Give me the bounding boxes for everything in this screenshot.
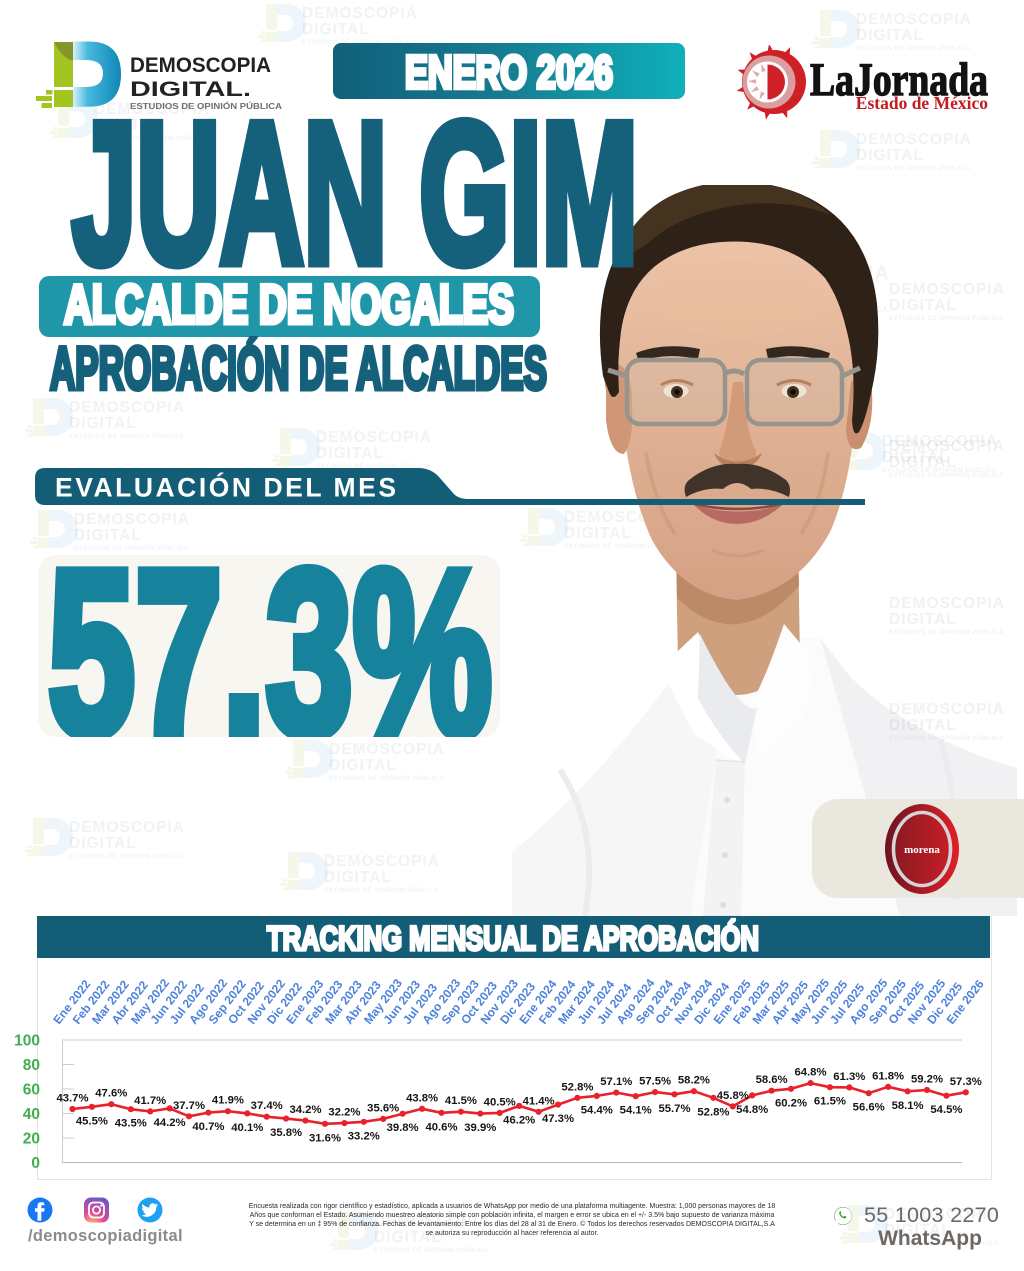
svg-text:Encuesta realizada con rigor c: Encuesta realizada con rigor científico … <box>249 1203 776 1210</box>
svg-text:59.2%: 59.2% <box>911 1074 943 1086</box>
svg-text:37.7%: 37.7% <box>173 1100 205 1112</box>
svg-text:60: 60 <box>23 1082 40 1099</box>
svg-text:WhatsApp: WhatsApp <box>878 1227 982 1250</box>
svg-text:41.4%: 41.4% <box>523 1095 555 1107</box>
svg-text:39.9%: 39.9% <box>464 1122 496 1134</box>
svg-text:58.2%: 58.2% <box>678 1075 710 1087</box>
svg-text:57.3%: 57.3% <box>48 555 492 737</box>
svg-text:35.6%: 35.6% <box>367 1102 399 1114</box>
svg-text:40.7%: 40.7% <box>192 1121 224 1133</box>
svg-text:40.5%: 40.5% <box>484 1096 516 1108</box>
svg-text:57.1%: 57.1% <box>600 1076 632 1088</box>
svg-text:64.8%: 64.8% <box>794 1067 826 1079</box>
svg-text:57.5%: 57.5% <box>639 1076 671 1088</box>
svg-text:52.8%: 52.8% <box>561 1081 593 1093</box>
svg-text:54.5%: 54.5% <box>930 1104 962 1116</box>
svg-text:35.8%: 35.8% <box>270 1127 302 1139</box>
svg-text:80: 80 <box>23 1057 40 1074</box>
svg-text:34.2%: 34.2% <box>289 1104 321 1116</box>
svg-text:61.3%: 61.3% <box>833 1071 865 1083</box>
svg-text:47.3%: 47.3% <box>542 1113 574 1125</box>
svg-text:57.3%: 57.3% <box>950 1076 982 1088</box>
svg-text:JUAN GIM: JUAN GIM <box>72 82 638 300</box>
svg-text:41.9%: 41.9% <box>212 1095 244 1107</box>
svg-text:0: 0 <box>31 1155 40 1172</box>
svg-text:DIGITAL.: DIGITAL. <box>130 77 251 101</box>
svg-text:/demoscopiadigital: /demoscopiadigital <box>28 1227 183 1245</box>
svg-text:58.1%: 58.1% <box>892 1100 924 1112</box>
svg-text:54.4%: 54.4% <box>581 1104 613 1116</box>
svg-text:55.7%: 55.7% <box>658 1103 690 1115</box>
svg-text:55 1003 2270: 55 1003 2270 <box>864 1203 999 1227</box>
svg-text:LaJornada: LaJornada <box>810 54 988 106</box>
svg-text:39.8%: 39.8% <box>387 1122 419 1134</box>
svg-text:60.2%: 60.2% <box>775 1097 807 1109</box>
svg-text:41.7%: 41.7% <box>134 1095 166 1107</box>
svg-text:54.8%: 54.8% <box>736 1104 768 1116</box>
svg-text:Y se determina en un ‡ 95% de: Y se determina en un ‡ 95% de confianza.… <box>249 1220 775 1228</box>
svg-text:Estado de México: Estado de México <box>856 93 988 113</box>
svg-text:APROBACIÓN DE ALCALDES: APROBACIÓN DE ALCALDES <box>50 336 547 398</box>
svg-text:45.5%: 45.5% <box>76 1115 108 1127</box>
svg-text:DEMOSCOPIA: DEMOSCOPIA <box>130 53 271 77</box>
svg-text:56.6%: 56.6% <box>853 1102 885 1114</box>
svg-text:se autoriza su reproducción al: se autoriza su reproducción al hacer ref… <box>426 1230 599 1237</box>
svg-text:45.8%: 45.8% <box>717 1090 749 1102</box>
svg-text:20: 20 <box>23 1131 40 1148</box>
svg-text:EVALUACIÓN DEL MES: EVALUACIÓN DEL MES <box>55 473 396 503</box>
svg-text:58.6%: 58.6% <box>756 1074 788 1086</box>
svg-text:33.2%: 33.2% <box>348 1130 380 1142</box>
svg-text:52.8%: 52.8% <box>697 1106 729 1118</box>
svg-text:Años que conforman el Estado.: Años que conforman el Estado. Asumiendo … <box>250 1212 775 1219</box>
svg-text:54.1%: 54.1% <box>620 1105 652 1117</box>
svg-text:TRACKING MENSUAL DE APROBACIÓN: TRACKING MENSUAL DE APROBACIÓN <box>267 920 759 958</box>
svg-text:40.6%: 40.6% <box>425 1121 457 1133</box>
svg-text:37.4%: 37.4% <box>251 1100 283 1112</box>
svg-text:40.1%: 40.1% <box>231 1122 263 1134</box>
svg-text:43.5%: 43.5% <box>115 1118 147 1130</box>
svg-text:31.6%: 31.6% <box>309 1132 341 1144</box>
svg-text:61.5%: 61.5% <box>814 1096 846 1108</box>
svg-text:ALCALDE DE NOGALES: ALCALDE DE NOGALES <box>64 276 514 335</box>
svg-text:100: 100 <box>14 1033 40 1050</box>
svg-text:43.7%: 43.7% <box>56 1093 88 1105</box>
svg-text:40: 40 <box>23 1106 40 1123</box>
svg-text:morena: morena <box>904 844 940 856</box>
svg-text:ENERO 2026: ENERO 2026 <box>405 46 613 98</box>
svg-text:43.8%: 43.8% <box>406 1092 438 1104</box>
svg-text:46.2%: 46.2% <box>503 1114 535 1126</box>
svg-text:ESTUDIOS DE OPINIÓN PÚBLICA: ESTUDIOS DE OPINIÓN PÚBLICA <box>130 100 282 111</box>
svg-text:61.8%: 61.8% <box>872 1070 904 1082</box>
svg-text:41.5%: 41.5% <box>445 1095 477 1107</box>
svg-text:44.2%: 44.2% <box>154 1117 186 1129</box>
svg-text:32.2%: 32.2% <box>328 1107 360 1119</box>
svg-text:47.6%: 47.6% <box>95 1088 127 1100</box>
